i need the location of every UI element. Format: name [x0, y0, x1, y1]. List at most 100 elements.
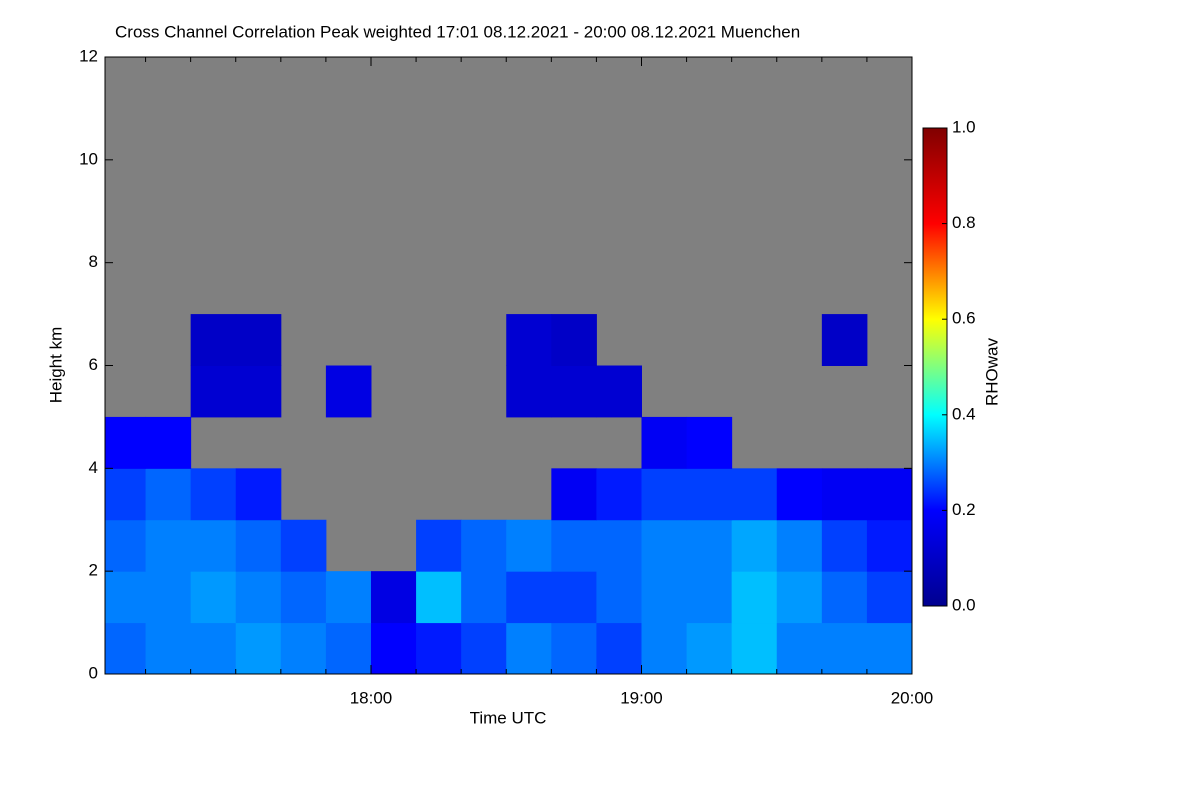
- heatmap-cell: [105, 622, 147, 674]
- heatmap-cell: [105, 571, 147, 624]
- heatmap-cell: [551, 519, 597, 572]
- heatmap-cell: [145, 519, 192, 572]
- heatmap-cell: [641, 622, 688, 674]
- heatmap-cell: [596, 365, 642, 418]
- heatmap-cell: [280, 519, 327, 572]
- heatmap-cell: [461, 622, 507, 674]
- x-tick-label: 19:00: [620, 688, 663, 707]
- heatmap: [105, 314, 912, 674]
- heatmap-cell: [551, 622, 597, 674]
- colorbar: [922, 127, 948, 607]
- x-axis-label: Time UTC: [470, 708, 547, 727]
- heatmap-cell: [866, 571, 912, 624]
- heatmap-cell: [190, 622, 237, 674]
- heatmap-cell: [190, 468, 237, 521]
- y-tick-label: 2: [89, 561, 98, 580]
- heatmap-cell: [776, 468, 823, 521]
- heatmap-cell: [596, 622, 642, 674]
- heatmap-cell: [235, 468, 282, 521]
- heatmap-cell: [686, 571, 733, 624]
- heatmap-cell: [776, 622, 823, 674]
- heatmap-cell: [641, 416, 688, 469]
- heatmap-cell: [190, 365, 237, 418]
- colorbar-tick-label: 0.6: [952, 309, 976, 328]
- y-tick-label: 10: [79, 149, 98, 168]
- heatmap-cell: [370, 622, 417, 674]
- chart-title: Cross Channel Correlation Peak weighted …: [115, 22, 800, 41]
- heatmap-cell: [686, 416, 733, 469]
- heatmap-cell: [416, 519, 462, 572]
- heatmap-cell: [551, 468, 597, 521]
- colorbar-tick-label: 0.4: [952, 404, 976, 423]
- heatmap-cell: [235, 571, 282, 624]
- heatmap-cell: [731, 519, 778, 572]
- heatmap-cell: [821, 519, 868, 572]
- heatmap-cell: [776, 571, 823, 624]
- heatmap-cell: [325, 571, 372, 624]
- heatmap-cell: [105, 468, 147, 521]
- heatmap-cell: [551, 314, 597, 366]
- heatmap-cell: [821, 468, 868, 521]
- heatmap-cell: [821, 622, 868, 674]
- heatmap-cell: [105, 519, 147, 572]
- heatmap-cell: [145, 468, 192, 521]
- heatmap-cell: [105, 416, 147, 469]
- heatmap-cell: [370, 571, 417, 624]
- heatmap-cell: [325, 622, 372, 674]
- heatmap-cell: [821, 314, 868, 366]
- colorbar-tick-label: 0.2: [952, 500, 976, 519]
- heatmap-cell: [506, 314, 552, 366]
- heatmap-cell: [280, 622, 327, 674]
- heatmap-cell: [776, 519, 823, 572]
- heatmap-cell: [506, 571, 552, 624]
- heatmap-cell: [641, 571, 688, 624]
- heatmap-cell: [325, 365, 372, 418]
- heatmap-cell: [145, 622, 192, 674]
- heatmap-cell: [821, 571, 868, 624]
- y-tick-label: 6: [89, 355, 98, 374]
- heatmap-cell: [416, 571, 462, 624]
- x-tick-label: 20:00: [891, 688, 934, 707]
- heatmap-cell: [190, 314, 237, 366]
- heatmap-cell: [641, 468, 688, 521]
- heatmap-cell: [235, 365, 282, 418]
- heatmap-cell: [461, 519, 507, 572]
- heatmap-cell: [866, 468, 912, 521]
- heatmap-cell: [866, 519, 912, 572]
- heatmap-cell: [506, 365, 552, 418]
- y-axis-label: Height km: [46, 327, 65, 404]
- y-tick-label: 12: [79, 46, 98, 65]
- heatmap-cell: [686, 622, 733, 674]
- colorbar-tick-label: 0.8: [952, 213, 976, 232]
- heatmap-cell: [596, 571, 642, 624]
- y-tick-label: 8: [89, 252, 98, 271]
- heatmap-cell: [506, 622, 552, 674]
- heatmap-cell: [551, 571, 597, 624]
- heatmap-cell: [686, 519, 733, 572]
- heatmap-cell: [190, 571, 237, 624]
- heatmap-cell: [596, 519, 642, 572]
- colorbar-label: RHOwav: [982, 337, 1001, 406]
- heatmap-cell: [145, 416, 192, 469]
- heatmap-cell: [731, 622, 778, 674]
- heatmap-cell: [866, 622, 912, 674]
- heatmap-cell: [235, 314, 282, 366]
- heatmap-cell: [551, 365, 597, 418]
- heatmap-cell: [235, 622, 282, 674]
- heatmap-cell: [190, 519, 237, 572]
- colorbar-tick-label: 1.0: [952, 117, 976, 136]
- heatmap-cell: [731, 468, 778, 521]
- heatmap-cell: [461, 571, 507, 624]
- heatmap-cell: [280, 571, 327, 624]
- y-tick-label: 0: [89, 663, 98, 682]
- colorbar-tick-label: 0.0: [952, 595, 976, 614]
- heatmap-cell: [686, 468, 733, 521]
- heatmap-cell: [596, 468, 642, 521]
- heatmap-cell: [416, 622, 462, 674]
- heatmap-cell: [506, 519, 552, 572]
- heatmap-cell: [145, 571, 192, 624]
- heatmap-cell: [235, 519, 282, 572]
- x-tick-label: 18:00: [350, 688, 393, 707]
- heatmap-cell: [731, 571, 778, 624]
